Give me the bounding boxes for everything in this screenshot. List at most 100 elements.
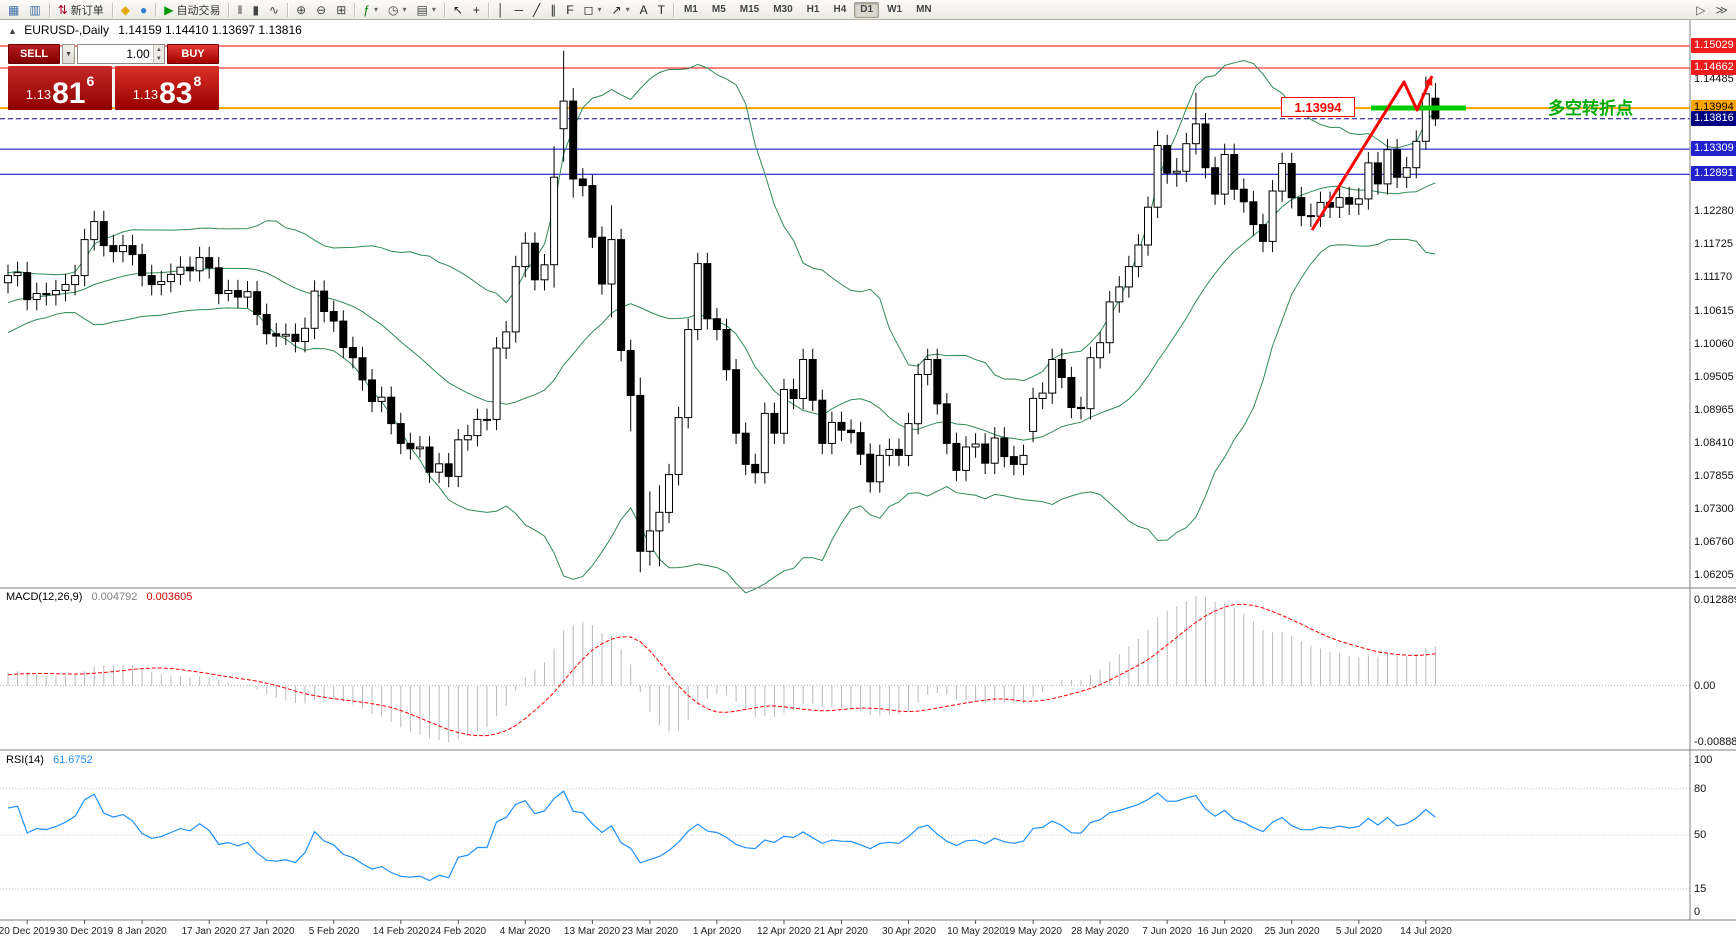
bid-prefix: 1.13 [25,87,52,102]
pane-separators [0,20,1736,924]
time-label: 10 May 2020 [947,926,1005,937]
vertical-line-icon[interactable]: │ [492,1,510,19]
one-click-toggle-icon[interactable]: ▲ [8,26,17,36]
timeframe-m30-button[interactable]: M30 [773,4,793,15]
sell-button[interactable]: SELL [8,44,60,64]
bid-price-box[interactable]: 1.13 81 6 [8,66,112,110]
price-callout-label[interactable]: 1.13994 [1281,97,1355,117]
zoom-out-icon: ⊖ [316,2,327,17]
time-scale[interactable]: 20 Dec 2019 30 Dec 2019 8 Jan 2020 17 Jan 2… [0,920,1736,942]
line-chart-icon[interactable]: ∿ [264,1,284,19]
text-icon[interactable]: A [635,1,653,19]
auto-scroll-icon[interactable]: ≫ [1710,1,1733,19]
order-options-dropdown[interactable]: ▼ [62,44,75,64]
toolbar-separator [443,2,445,17]
volume-up-icon[interactable]: ▲ [153,45,164,54]
time-label: 17 Jan 2020 [181,926,237,937]
community-icon[interactable]: ● [135,1,152,19]
timeframe-h1-button[interactable]: H1 [806,4,820,15]
channel-icon: ∥ [550,2,557,17]
time-label: 20 Dec 2019 [0,926,56,937]
favorites-icon[interactable]: ◆ [116,1,135,19]
new-chart-icon[interactable]: ▦ [3,1,24,19]
toolbar-separator [672,2,674,17]
time-label: 23 Mar 2020 [621,926,679,937]
volume-field: ▲ ▼ [77,44,165,64]
arrows-icon[interactable]: ↗ [607,1,635,19]
bollinger-layer [7,59,1436,594]
time-label: 1 Apr 2020 [692,926,742,937]
time-label: 7 Jun 2020 [1142,926,1192,937]
macd-name: MACD(12,26,9) [6,591,83,603]
new-order-button[interactable]: ⇅ 新订单 [53,1,109,19]
toolbar-separator [228,2,230,17]
cursor-icon: ↖ [452,2,463,17]
trendline-icon: ╱ [532,2,541,17]
text-icon: A [639,2,648,17]
one-click-trading-panel: SELL ▼ ▲ ▼ BUY 1.13 81 6 1.13 83 8 [8,44,219,110]
horizontal-line-icon[interactable]: ─ [509,1,528,19]
chart-shift-icon[interactable]: ▷ [1691,1,1710,19]
bar-chart-icon[interactable]: ‖ [232,1,247,19]
zoom-in-icon[interactable]: ⊕ [291,1,311,19]
timeframe-d1-button[interactable]: D1 [854,1,880,18]
macd-layer [0,596,1690,742]
chart-profiles-icon: ▥ [29,2,41,17]
pivot-point-text[interactable]: 多空转折点 [1548,99,1633,118]
timeframe-m5-button[interactable]: M5 [711,4,726,15]
volume-down-icon[interactable]: ▼ [153,54,164,63]
time-label: 8 Jan 2020 [117,926,167,937]
timeframe-mn-button[interactable]: MN [916,4,932,15]
tile-windows-icon[interactable]: ⊞ [331,1,351,19]
chart-title: ▲ EURUSD-,Daily 1.14159 1.14410 1.13697 … [8,23,302,37]
time-label: 13 Mar 2020 [563,926,621,937]
bid-big-digits: 81 [52,76,86,110]
timeframe-w1-button[interactable]: W1 [887,4,903,15]
annotations-layer [1310,75,1466,231]
time-label: 24 Feb 2020 [429,926,487,937]
toolbar-separator [287,2,289,17]
fibonacci-icon[interactable]: F [561,1,578,19]
periods-icon[interactable]: ◷ [383,1,412,19]
autotrading-button[interactable]: ▶ 自动交易 [159,1,225,19]
ask-point-digit: 8 [193,73,202,89]
zoom-in-icon: ⊕ [296,2,307,17]
toolbar-separator [155,2,157,17]
autotrading-button-label: 自动交易 [176,4,221,17]
time-label: 14 Feb 2020 [372,926,430,937]
text-label-icon[interactable]: T [653,1,670,19]
buy-button[interactable]: BUY [167,44,219,64]
timeframe-h4-button[interactable]: H4 [833,4,847,15]
candlestick-chart-icon: ▮ [252,2,260,17]
volume-input[interactable] [78,45,153,63]
chart-profiles-icon[interactable]: ▥ [24,1,45,19]
bar-chart-icon: ‖ [237,2,243,17]
tile-windows-icon: ⊞ [336,2,347,17]
crosshair-icon: + [472,2,480,17]
volume-spinner: ▲ ▼ [152,45,164,63]
candlestick-chart-icon[interactable]: ▮ [247,1,264,19]
timeframe-m1-button[interactable]: M1 [683,4,698,15]
shapes-icon[interactable]: ◻ [579,1,607,19]
ask-price-box[interactable]: 1.13 83 8 [115,66,219,110]
fibonacci-icon: F [566,2,574,17]
ask-big-digits: 83 [159,76,193,110]
toolbar-separator [111,2,113,17]
crosshair-icon[interactable]: + [468,1,485,19]
time-label: 21 Apr 2020 [814,926,868,937]
vertical-line-icon: │ [496,2,505,17]
zoom-out-icon[interactable]: ⊖ [311,1,331,19]
channel-icon[interactable]: ∥ [545,1,561,19]
cursor-icon[interactable]: ↖ [448,1,468,19]
trendline-icon[interactable]: ╱ [528,1,545,19]
time-label: 30 Dec 2019 [56,926,114,937]
line-chart-icon: ∿ [269,2,280,17]
bid-point-digit: 6 [86,73,95,89]
macd-indicator-label: MACD(12,26,9) 0.004792 0.003605 [6,591,192,603]
templates-icon[interactable]: ▤ [412,1,441,19]
auto-scroll-icon: ≫ [1715,2,1728,17]
shapes-icon: ◻ [583,2,594,17]
indicators-icon[interactable]: ƒ [358,1,383,19]
timeframe-m15-button[interactable]: M15 [739,4,760,15]
